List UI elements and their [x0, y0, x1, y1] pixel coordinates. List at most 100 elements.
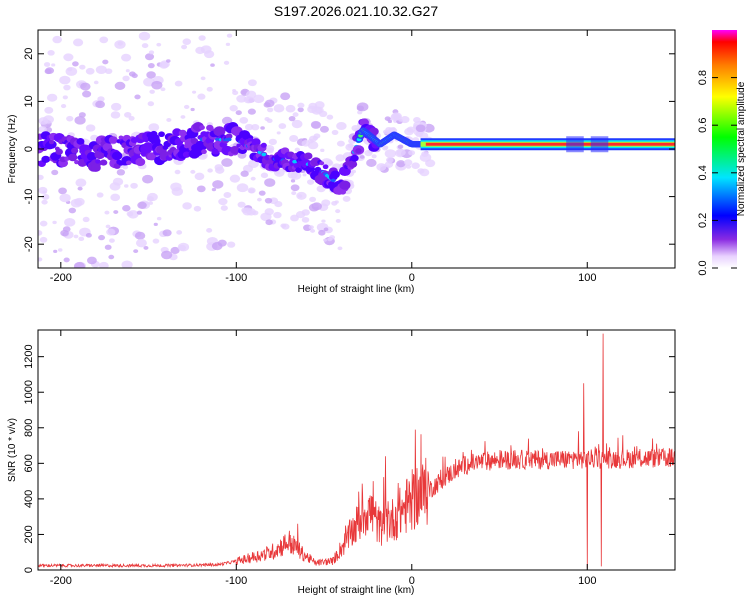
spectrogram-noise-blob	[251, 124, 260, 131]
spectrogram-noise-blob	[190, 169, 196, 174]
spectrogram-noise-blob	[247, 187, 256, 194]
spectrogram-noise-blob	[327, 237, 333, 242]
spectrogram-noise-blob	[124, 184, 129, 188]
spectrogram-noise-blob	[99, 36, 109, 44]
spectrogram-noise-blob	[122, 75, 130, 82]
spectrogram-noise-blob	[357, 110, 363, 115]
spectrogram-ridge-blob	[76, 138, 85, 145]
spectrogram-noise-blob	[235, 110, 242, 116]
spectrogram-noise-blob	[253, 94, 265, 104]
spectrogram-x-label: Height of straight line (km)	[298, 284, 415, 295]
spectrogram-noise-blob	[200, 76, 206, 81]
spectrogram-noise-blob	[223, 191, 232, 198]
spectrogram-noise-blob	[294, 147, 300, 152]
spectrogram-noise-blob	[383, 145, 389, 150]
spectrogram-noise-blob	[62, 95, 68, 100]
spectrogram-ridge-blob	[182, 151, 191, 158]
spectrogram-noise-blob	[260, 212, 272, 222]
spectrogram-noise-blob	[135, 238, 147, 248]
spectrogram-noise-blob	[276, 171, 281, 175]
colorbar-tick-label: 0.8	[697, 70, 709, 85]
spectrogram-noise-blob	[161, 250, 173, 260]
spectrogram-noise-blob	[250, 176, 256, 181]
spectrogram-noise-blob	[41, 194, 50, 200]
spectrogram-noise-blob	[266, 118, 273, 124]
spectrogram-noise-blob	[398, 118, 403, 122]
spectrogram-noise-blob	[323, 238, 328, 242]
spectrogram-noise-blob	[74, 116, 86, 125]
spectrogram-noise-blob	[46, 93, 58, 102]
spectrogram-noise-blob	[112, 177, 124, 186]
spectrogram-noise-blob	[195, 46, 205, 55]
spectrogram-noise-blob	[70, 198, 83, 208]
spectrogram-noise-blob	[396, 148, 406, 157]
snr-x-tick-label: 0	[409, 575, 415, 587]
spectrogram-noise-blob	[307, 141, 319, 150]
spectrogram-noise-blob	[211, 242, 223, 251]
spectrogram-noise-blob	[77, 186, 83, 191]
spectrogram-noise-blob	[181, 44, 188, 50]
spectrogram-noise-blob	[79, 64, 86, 70]
spectrogram-noise-blob	[122, 204, 131, 212]
spectrogram-noise-blob	[319, 125, 329, 133]
spectrogram-noise-blob	[290, 179, 296, 183]
spectrogram-ridge-blob	[303, 152, 313, 160]
spectrogram-ridge-blob	[260, 142, 267, 148]
spectrogram-noise-blob	[138, 31, 151, 41]
spectrogram-noise-blob	[147, 62, 155, 69]
spectrogram-ridge-blob	[201, 149, 207, 155]
spectrogram-noise-blob	[193, 205, 202, 212]
spectrogram-noise-blob	[292, 112, 299, 117]
spectrogram-ridge-blob	[46, 140, 57, 149]
spectrogram-ridge-blob	[355, 148, 362, 154]
spectrogram-noise-blob	[411, 162, 420, 169]
spectrogram-noise-blob	[95, 65, 107, 75]
spectrogram-ridge-blob	[230, 145, 240, 154]
spectrogram-noise-blob	[196, 185, 206, 193]
spectrogram-noise-blob	[258, 190, 266, 196]
spectrogram-noise-blob	[60, 104, 67, 109]
spectrogram-noise-blob	[117, 41, 123, 46]
spectrogram-noise-blob	[66, 115, 74, 122]
spectrogram-noise-blob	[149, 89, 155, 94]
spectrogram-noise-blob	[97, 96, 105, 102]
spectrogram-noise-blob	[404, 127, 414, 136]
spectrogram-noise-blob	[246, 208, 257, 216]
spectrogram-noise-blob	[68, 207, 77, 214]
spectrogram-noise-blob	[38, 230, 43, 236]
spectrogram-ridge-core	[292, 159, 298, 164]
spectrogram-noise-blob	[133, 249, 139, 254]
spectrogram-noise-blob	[218, 198, 228, 206]
spectrogram-noise-blob	[309, 196, 317, 203]
spectrogram-noise-blob	[143, 245, 149, 250]
snr-y-tick-label: 800	[23, 419, 35, 437]
spectrogram-noise-blob	[318, 229, 326, 236]
spectrogram-noise-blob	[397, 144, 404, 149]
colorbar-ticks: 0.0 0.2 0.4 0.6 0.8	[697, 70, 737, 276]
spectrogram-noise-blob	[336, 121, 347, 131]
spectrogram-noise-blob	[62, 226, 71, 233]
snr-y-tick-label: 200	[23, 525, 35, 543]
spectrogram-y-ticks: -20 -10 0 10 20	[23, 48, 675, 252]
spectrogram-noise-blob	[382, 129, 390, 135]
spectrogram-noise-blob	[301, 140, 311, 147]
spectrogram-x-tick-label: -200	[50, 272, 72, 284]
snr-x-tick-label: 100	[578, 575, 596, 587]
spectrogram-noise-blob	[174, 169, 181, 175]
spectrogram-noise-blob	[38, 257, 43, 262]
spectrogram-noise-blob	[220, 205, 228, 211]
spectrogram-noise-blob	[110, 111, 121, 119]
spectrogram-noise-blob	[290, 184, 300, 192]
spectrogram-noise-blob	[166, 118, 172, 122]
colorbar-scale	[712, 30, 737, 268]
spectrogram-noise-blob	[108, 254, 115, 260]
spectrogram-ridge-blob	[108, 136, 118, 144]
spectrogram-marks	[38, 31, 675, 268]
spectrogram-noise-blob	[73, 234, 79, 239]
spectrogram-noise-blob	[156, 42, 162, 47]
spectrogram-noise-blob	[384, 116, 391, 121]
spectrogram-noise-blob	[43, 62, 51, 67]
spectrogram-noise-blob	[415, 124, 426, 133]
spectrogram-noise-blob	[264, 99, 275, 108]
spectrogram-noise-blob	[38, 117, 49, 125]
